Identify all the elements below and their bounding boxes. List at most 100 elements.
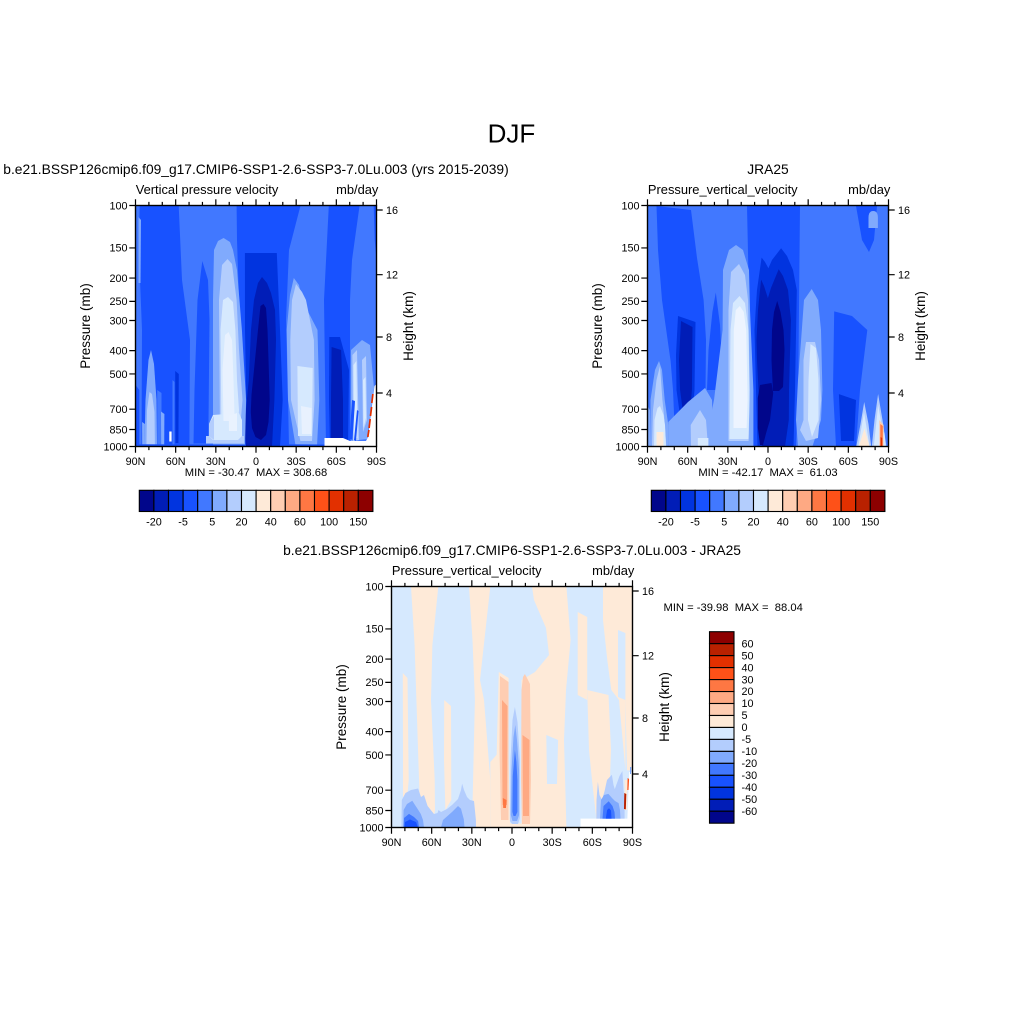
svg-text:90N: 90N bbox=[126, 456, 146, 468]
svg-text:-5: -5 bbox=[690, 517, 700, 529]
svg-text:Pressure (mb): Pressure (mb) bbox=[590, 283, 605, 369]
svg-text:5: 5 bbox=[721, 517, 727, 529]
svg-text:700: 700 bbox=[365, 785, 383, 797]
svg-text:b.e21.BSSP126cmip6.f09_g17.CMI: b.e21.BSSP126cmip6.f09_g17.CMIP6-SSP1-2.… bbox=[283, 543, 741, 558]
svg-text:Pressure (mb): Pressure (mb) bbox=[334, 664, 349, 750]
svg-text:150: 150 bbox=[365, 624, 383, 636]
svg-text:MIN = -39.98 MAX = 88.04: MIN = -39.98 MAX = 88.04 bbox=[664, 602, 803, 614]
svg-text:30N: 30N bbox=[462, 837, 482, 849]
svg-text:-20: -20 bbox=[146, 517, 162, 529]
svg-text:1000: 1000 bbox=[103, 441, 127, 453]
svg-text:JRA25: JRA25 bbox=[747, 162, 789, 177]
svg-text:200: 200 bbox=[621, 273, 639, 285]
svg-text:30: 30 bbox=[742, 674, 754, 686]
svg-text:30N: 30N bbox=[206, 456, 226, 468]
svg-text:16: 16 bbox=[642, 586, 654, 598]
svg-text:200: 200 bbox=[365, 654, 383, 666]
svg-text:Height (km): Height (km) bbox=[913, 291, 928, 361]
svg-text:DJF: DJF bbox=[488, 119, 536, 149]
svg-text:60N: 60N bbox=[678, 456, 698, 468]
svg-text:mb/day: mb/day bbox=[592, 563, 635, 578]
svg-text:MIN = -42.17 MAX = 61.03: MIN = -42.17 MAX = 61.03 bbox=[698, 467, 837, 479]
svg-text:60: 60 bbox=[806, 517, 818, 529]
svg-text:100: 100 bbox=[365, 581, 383, 593]
svg-text:mb/day: mb/day bbox=[336, 182, 379, 197]
svg-text:500: 500 bbox=[365, 750, 383, 762]
svg-text:100: 100 bbox=[832, 517, 850, 529]
svg-text:60: 60 bbox=[294, 517, 306, 529]
svg-text:0: 0 bbox=[765, 456, 771, 468]
svg-text:700: 700 bbox=[621, 404, 639, 416]
svg-text:40: 40 bbox=[265, 517, 277, 529]
svg-text:30S: 30S bbox=[287, 456, 306, 468]
svg-text:250: 250 bbox=[621, 296, 639, 308]
svg-text:700: 700 bbox=[109, 404, 127, 416]
svg-text:90N: 90N bbox=[382, 837, 402, 849]
svg-text:850: 850 bbox=[621, 424, 639, 436]
svg-text:200: 200 bbox=[109, 273, 127, 285]
svg-text:300: 300 bbox=[365, 696, 383, 708]
svg-text:150: 150 bbox=[349, 517, 367, 529]
svg-text:90S: 90S bbox=[623, 837, 642, 849]
svg-text:-10: -10 bbox=[742, 746, 758, 758]
svg-text:4: 4 bbox=[898, 388, 904, 400]
svg-text:60N: 60N bbox=[166, 456, 186, 468]
svg-text:-5: -5 bbox=[178, 517, 188, 529]
svg-text:1000: 1000 bbox=[359, 822, 383, 834]
svg-text:0: 0 bbox=[742, 722, 748, 734]
svg-text:4: 4 bbox=[642, 769, 648, 781]
svg-text:-20: -20 bbox=[742, 758, 758, 770]
svg-text:12: 12 bbox=[898, 270, 910, 282]
svg-text:1000: 1000 bbox=[615, 441, 639, 453]
svg-text:30N: 30N bbox=[718, 456, 738, 468]
svg-text:Vertical pressure velocity: Vertical pressure velocity bbox=[136, 182, 279, 197]
svg-text:850: 850 bbox=[365, 805, 383, 817]
svg-text:8: 8 bbox=[898, 332, 904, 344]
svg-text:500: 500 bbox=[109, 369, 127, 381]
svg-text:-60: -60 bbox=[742, 806, 758, 818]
svg-text:12: 12 bbox=[642, 651, 654, 663]
svg-text:30S: 30S bbox=[543, 837, 562, 849]
svg-text:5: 5 bbox=[742, 710, 748, 722]
svg-text:250: 250 bbox=[365, 677, 383, 689]
svg-text:Height (km): Height (km) bbox=[657, 672, 672, 742]
svg-text:12: 12 bbox=[386, 270, 398, 282]
svg-text:MIN = -30.47 MAX = 308.68: MIN = -30.47 MAX = 308.68 bbox=[185, 467, 327, 479]
svg-text:150: 150 bbox=[621, 243, 639, 255]
svg-text:100: 100 bbox=[320, 517, 338, 529]
svg-text:20: 20 bbox=[742, 686, 754, 698]
svg-text:-40: -40 bbox=[742, 782, 758, 794]
svg-text:60S: 60S bbox=[839, 456, 858, 468]
svg-text:50: 50 bbox=[742, 650, 754, 662]
svg-text:300: 300 bbox=[109, 315, 127, 327]
svg-text:60S: 60S bbox=[583, 837, 602, 849]
svg-text:400: 400 bbox=[365, 726, 383, 738]
svg-text:Pressure_vertical_velocity: Pressure_vertical_velocity bbox=[392, 563, 542, 578]
svg-text:30S: 30S bbox=[799, 456, 818, 468]
svg-text:300: 300 bbox=[621, 315, 639, 327]
svg-text:16: 16 bbox=[898, 205, 910, 217]
svg-text:60: 60 bbox=[742, 638, 754, 650]
svg-text:-20: -20 bbox=[658, 517, 674, 529]
svg-text:40: 40 bbox=[742, 662, 754, 674]
svg-text:0: 0 bbox=[509, 837, 515, 849]
svg-text:4: 4 bbox=[386, 388, 392, 400]
svg-text:8: 8 bbox=[386, 332, 392, 344]
svg-text:mb/day: mb/day bbox=[848, 182, 891, 197]
svg-text:500: 500 bbox=[621, 369, 639, 381]
svg-text:40: 40 bbox=[777, 517, 789, 529]
svg-text:60N: 60N bbox=[422, 837, 442, 849]
svg-text:400: 400 bbox=[109, 345, 127, 357]
svg-text:Pressure (mb): Pressure (mb) bbox=[78, 283, 93, 369]
svg-text:150: 150 bbox=[109, 243, 127, 255]
svg-text:850: 850 bbox=[109, 424, 127, 436]
svg-text:100: 100 bbox=[621, 200, 639, 212]
svg-text:90S: 90S bbox=[367, 456, 386, 468]
svg-text:60S: 60S bbox=[327, 456, 346, 468]
svg-text:8: 8 bbox=[642, 713, 648, 725]
svg-text:100: 100 bbox=[109, 200, 127, 212]
svg-text:0: 0 bbox=[253, 456, 259, 468]
svg-text:10: 10 bbox=[742, 698, 754, 710]
svg-text:250: 250 bbox=[109, 296, 127, 308]
svg-text:150: 150 bbox=[861, 517, 879, 529]
